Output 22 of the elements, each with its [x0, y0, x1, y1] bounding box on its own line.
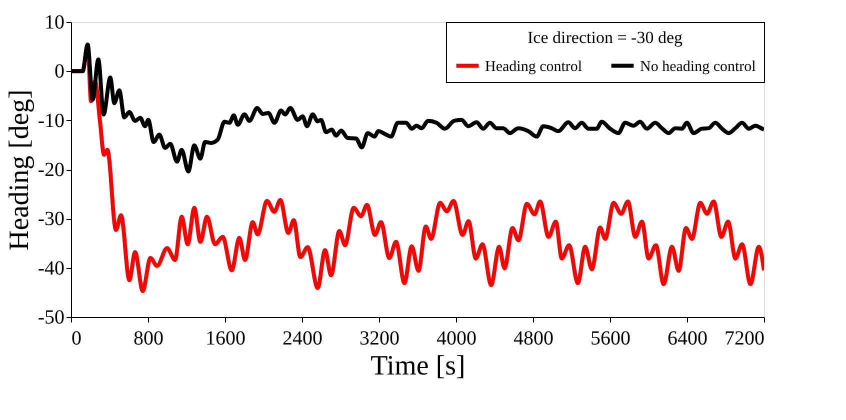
x-tick-label: 6400 [668, 328, 708, 350]
x-tick-label: 0 [72, 328, 82, 350]
legend-label: No heading control [640, 58, 756, 75]
x-axis-title: Time [s] [370, 350, 466, 382]
x-tick-label: 4000 [436, 328, 476, 350]
y-tick-label: 0 [54, 60, 64, 83]
x-tick-label: 1600 [206, 328, 246, 350]
y-tick-label: -30 [38, 208, 64, 230]
y-tick-label: 10 [44, 12, 64, 34]
y-tick-label: -40 [38, 257, 64, 280]
y-tick-label: -10 [38, 110, 64, 132]
x-tick-label: 800 [134, 328, 164, 350]
x-tick-label: 4800 [514, 328, 554, 350]
x-tick-label: 5600 [590, 328, 630, 350]
x-tick-label: 3200 [360, 328, 400, 350]
legend-title: Ice direction = -30 deg [528, 28, 683, 47]
y-tick-label: -20 [38, 159, 64, 181]
y-axis-title: Heading [deg] [4, 90, 35, 250]
x-tick-label: 7200 [724, 328, 764, 350]
y-tick-label: -50 [38, 306, 64, 328]
legend-label: Heading control [485, 58, 582, 75]
x-tick-label: 2400 [282, 328, 322, 350]
